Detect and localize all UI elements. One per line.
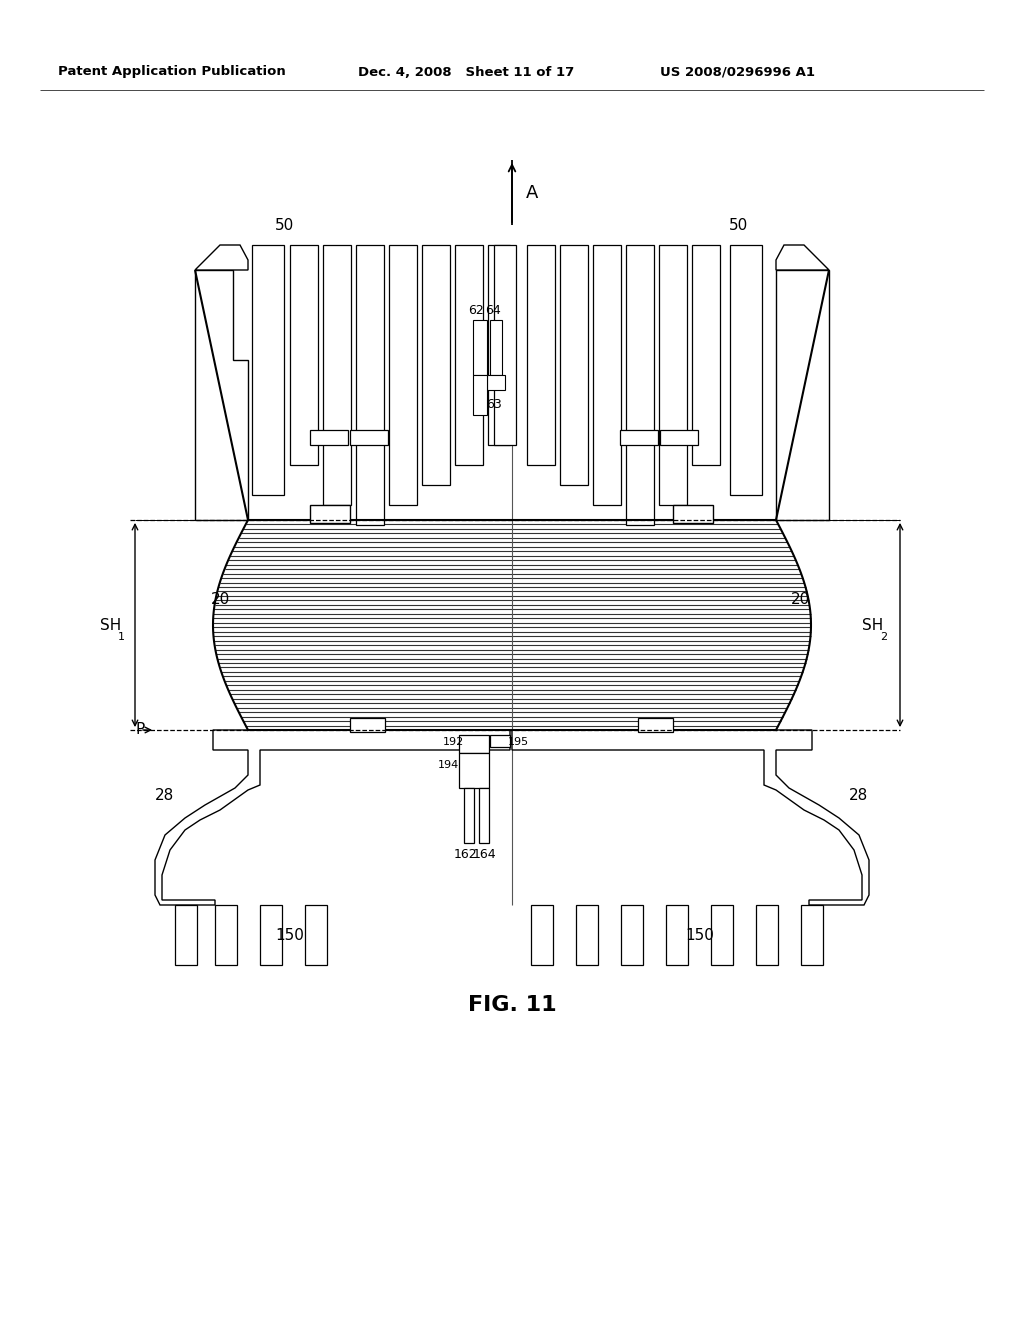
Polygon shape — [776, 271, 829, 520]
Polygon shape — [512, 246, 776, 520]
Polygon shape — [776, 246, 829, 271]
Polygon shape — [155, 730, 510, 906]
Bar — [350, 430, 388, 445]
Bar — [801, 906, 823, 965]
Bar — [620, 430, 658, 445]
Bar — [310, 506, 350, 523]
Bar — [487, 375, 505, 389]
Bar — [494, 246, 516, 445]
Bar — [290, 246, 318, 465]
Text: 1: 1 — [118, 632, 125, 642]
Bar — [531, 906, 553, 965]
Text: SH: SH — [862, 618, 884, 632]
Text: 195: 195 — [508, 737, 528, 747]
Bar — [692, 246, 720, 465]
Text: 64: 64 — [485, 304, 501, 317]
Bar — [252, 246, 284, 495]
Polygon shape — [512, 730, 869, 906]
Bar — [350, 718, 385, 733]
Text: 192: 192 — [442, 737, 464, 747]
Bar — [479, 788, 489, 843]
Bar — [711, 906, 733, 965]
Bar — [660, 430, 698, 445]
Bar — [490, 735, 510, 747]
Bar — [730, 246, 762, 495]
Bar — [490, 319, 502, 375]
Text: 28: 28 — [156, 788, 175, 803]
Text: 162: 162 — [454, 849, 477, 862]
Bar — [323, 246, 351, 506]
Bar — [459, 752, 489, 788]
Text: 150: 150 — [275, 928, 304, 942]
Bar — [575, 906, 598, 965]
Bar — [215, 906, 237, 965]
Text: 28: 28 — [849, 788, 868, 803]
Bar — [422, 246, 450, 484]
Text: Dec. 4, 2008   Sheet 11 of 17: Dec. 4, 2008 Sheet 11 of 17 — [358, 66, 574, 78]
Bar — [455, 246, 483, 465]
Text: Patent Application Publication: Patent Application Publication — [58, 66, 286, 78]
Text: 150: 150 — [685, 928, 715, 942]
Text: FIG. 11: FIG. 11 — [468, 995, 556, 1015]
Bar — [666, 906, 688, 965]
Polygon shape — [195, 271, 248, 520]
Bar — [260, 906, 282, 965]
Polygon shape — [248, 246, 512, 520]
Bar — [356, 246, 384, 525]
Bar — [659, 246, 687, 506]
Text: SH: SH — [100, 618, 121, 632]
Text: 63: 63 — [486, 399, 502, 412]
Bar — [673, 506, 713, 523]
Text: 62: 62 — [468, 304, 484, 317]
Text: 50: 50 — [729, 218, 749, 232]
Bar — [593, 246, 621, 506]
Bar — [638, 718, 673, 733]
Text: 2: 2 — [880, 632, 887, 642]
Polygon shape — [512, 520, 811, 730]
Polygon shape — [195, 246, 248, 271]
Bar — [310, 430, 348, 445]
Bar — [473, 319, 487, 375]
Bar — [626, 246, 654, 525]
Text: 194: 194 — [437, 760, 459, 770]
Bar — [389, 246, 417, 506]
Bar — [756, 906, 778, 965]
Bar — [305, 906, 327, 965]
Bar — [459, 735, 489, 752]
Text: US 2008/0296996 A1: US 2008/0296996 A1 — [660, 66, 815, 78]
Bar — [527, 246, 555, 465]
Bar — [621, 906, 643, 965]
Bar — [175, 906, 197, 965]
Polygon shape — [213, 520, 512, 730]
Bar — [464, 788, 474, 843]
Bar — [473, 375, 487, 414]
Text: 20: 20 — [791, 593, 810, 607]
Text: 50: 50 — [275, 218, 295, 232]
Text: 164: 164 — [472, 849, 496, 862]
Bar — [488, 246, 510, 445]
Text: 20: 20 — [210, 593, 229, 607]
Bar — [560, 246, 588, 484]
Text: P: P — [135, 722, 144, 738]
Text: A: A — [525, 183, 539, 202]
